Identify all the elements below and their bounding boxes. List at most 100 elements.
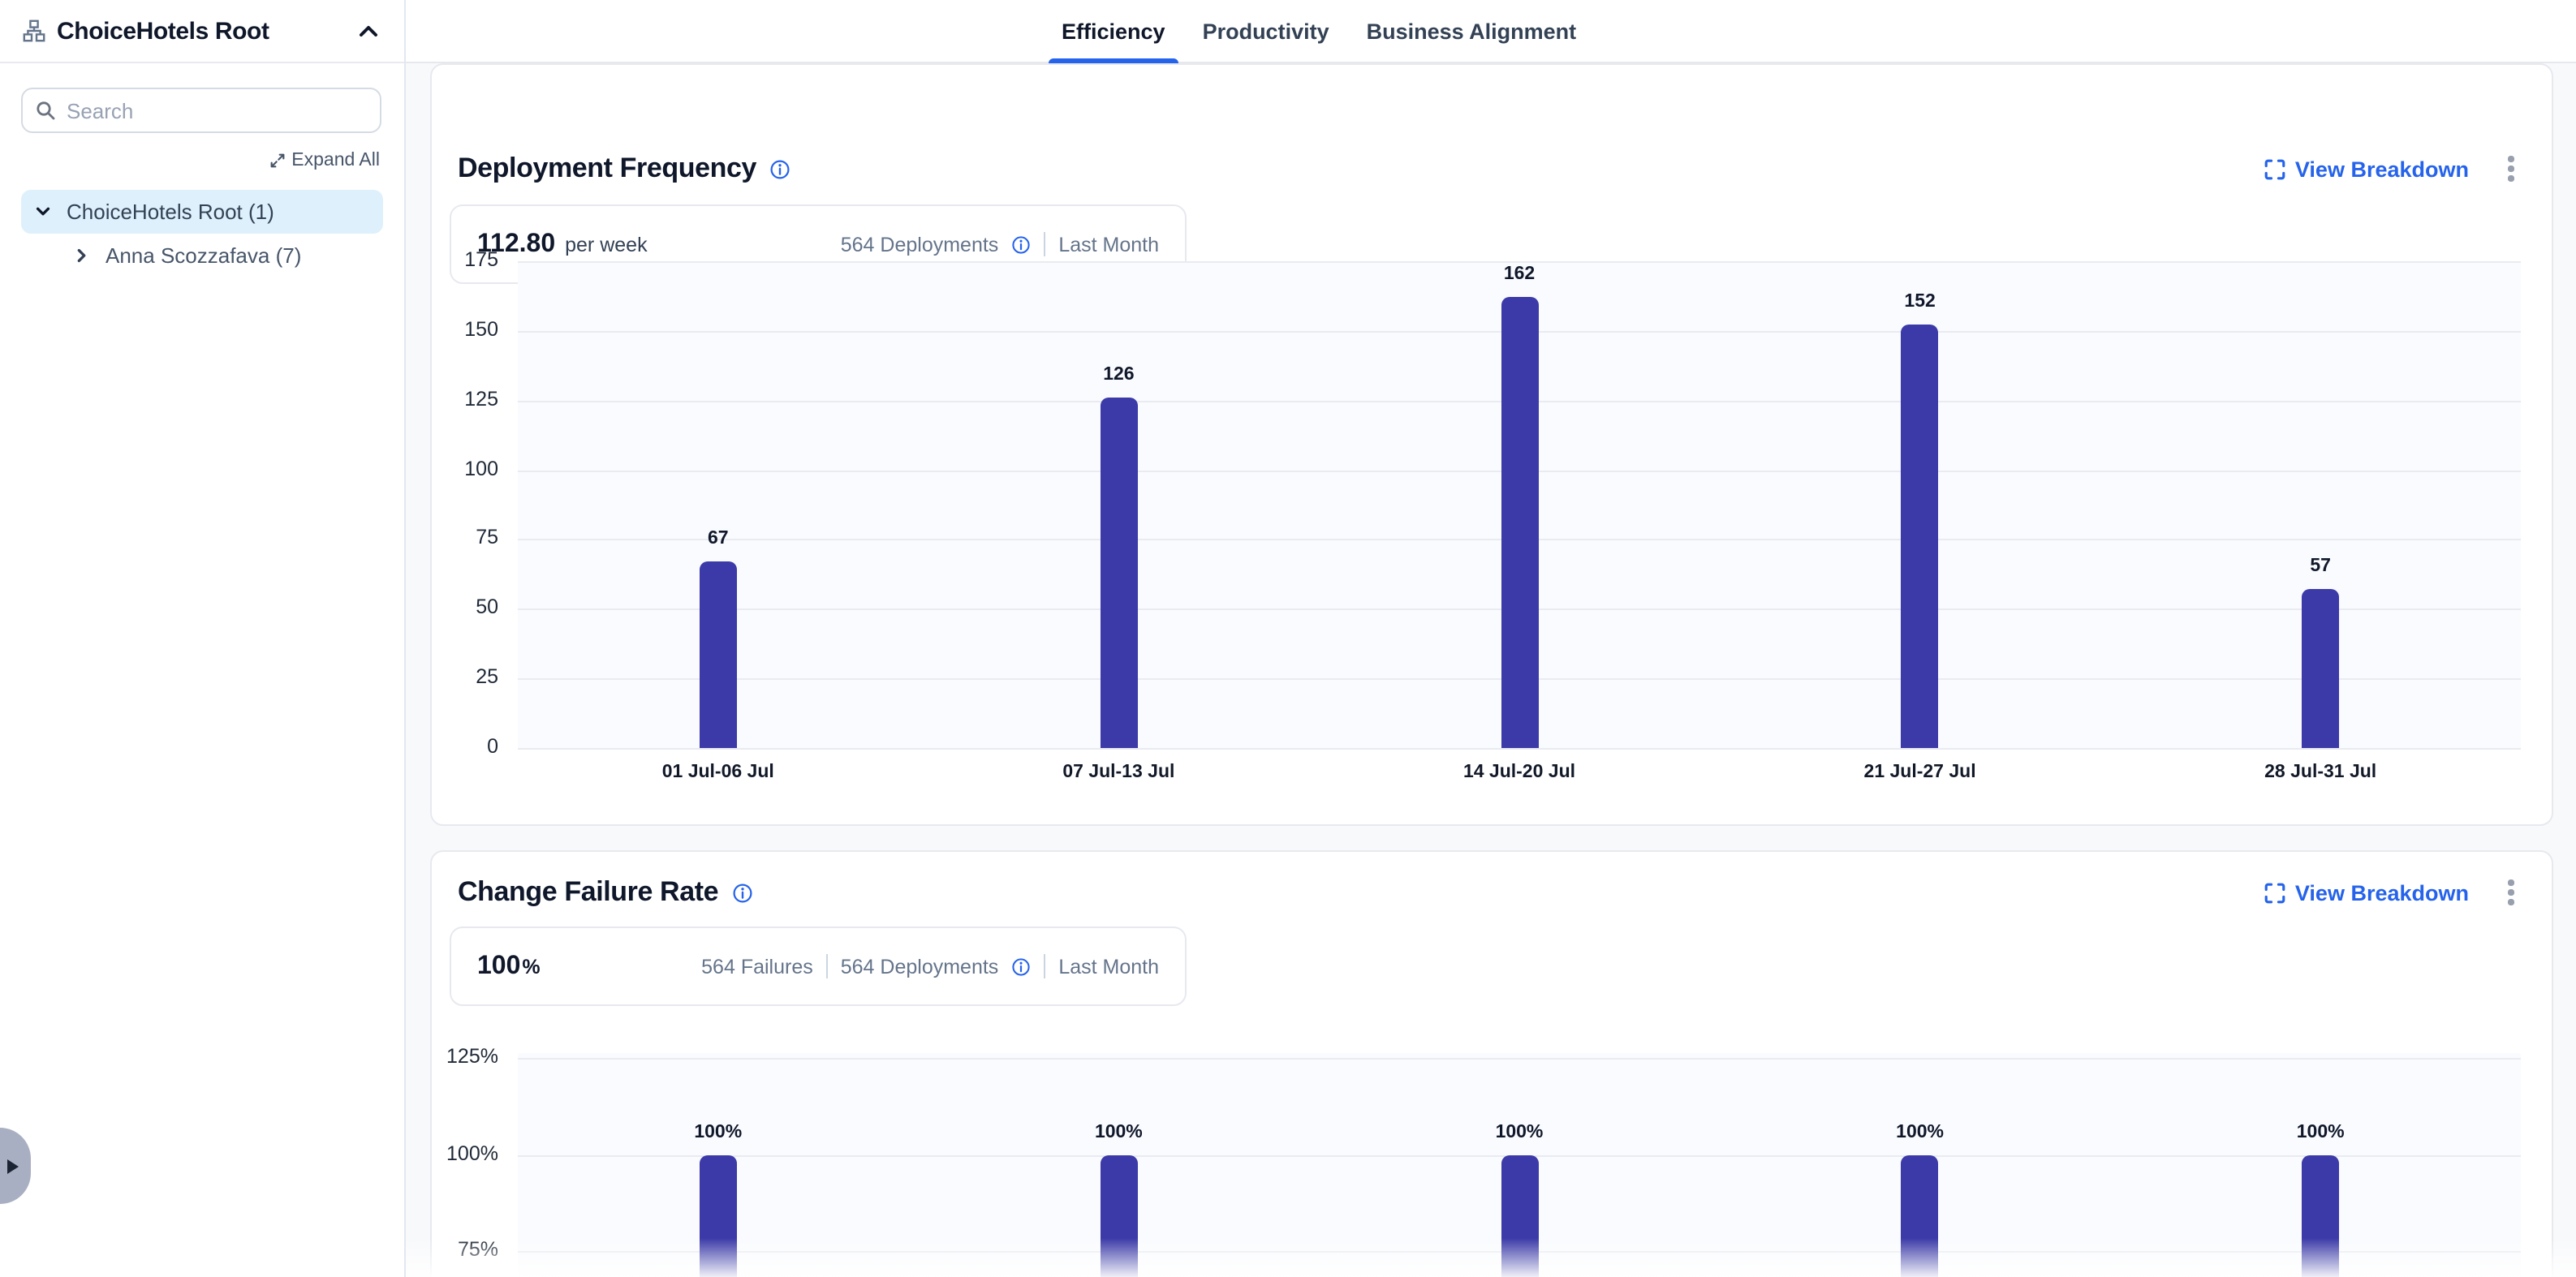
bar[interactable] — [2302, 1154, 2340, 1277]
tab-efficiency[interactable]: Efficiency — [1049, 0, 1178, 63]
chevron-right-icon[interactable] — [71, 246, 91, 265]
info-icon[interactable] — [769, 158, 790, 179]
stat-unit: per week — [565, 233, 648, 256]
bar[interactable] — [2302, 589, 2340, 748]
bar[interactable] — [1901, 1154, 1939, 1277]
tree-row[interactable]: ChoiceHotels Root (1) — [21, 190, 383, 234]
stat-value: 100 — [477, 952, 521, 979]
gridline — [518, 1058, 2521, 1060]
x-axis-category-label: 28 Jul-31 Jul — [2264, 763, 2377, 782]
tab-label: Efficiency — [1062, 19, 1165, 44]
x-axis-category-label: 14 Jul-20 Jul — [1462, 763, 1576, 782]
sidebar-header: ChoiceHotels Root — [0, 0, 404, 63]
meta-separator — [1044, 232, 1046, 256]
y-axis-tick-label: 25 — [476, 665, 498, 689]
bar[interactable] — [1501, 1154, 1538, 1277]
y-axis-tick-label: 150 — [464, 317, 498, 341]
info-icon-wrap[interactable] — [1011, 955, 1031, 978]
x-axis-category-label: 07 Jul-13 Jul — [1062, 763, 1175, 782]
fullscreen-corners-icon — [2264, 882, 2285, 903]
tab-business-alignment[interactable]: Business Alignment — [1367, 0, 1577, 63]
search-input[interactable] — [67, 98, 342, 123]
meta-text: Last Month — [1058, 955, 1159, 978]
info-icon[interactable] — [1011, 957, 1031, 976]
change-failure-rate-stat: 100 % 564 Failures 564 Deployments Last Mo… — [450, 927, 1187, 1006]
y-axis-tick-label: 75 — [476, 526, 498, 549]
info-icon[interactable] — [1011, 234, 1031, 254]
stat-value: 112.80 — [477, 230, 556, 257]
tree-row-label: ChoiceHotels Root (1) — [67, 200, 274, 224]
bar-value-label: 152 — [1904, 292, 1936, 312]
info-icon-wrap[interactable] — [1011, 233, 1031, 256]
tab-label: Productivity — [1202, 19, 1329, 44]
tab-label: Business Alignment — [1366, 19, 1577, 44]
meta-text: Last Month — [1058, 233, 1159, 256]
meta-text: 564 Deployments — [840, 233, 999, 256]
y-axis-tick-label: 100% — [446, 1142, 498, 1164]
bar-value-label: 57 — [2310, 557, 2331, 577]
expand-all-button[interactable]: Expand All — [269, 151, 380, 170]
bar-value-label: 100% — [1896, 1122, 1944, 1142]
stat-unit: % — [522, 955, 541, 978]
tree-row[interactable]: Anna Scozzafava (7) — [21, 234, 383, 277]
y-axis-tick-label: 125 — [464, 387, 498, 411]
play-right-icon — [7, 1159, 19, 1173]
meta-separator — [825, 954, 828, 978]
view-breakdown-button[interactable]: View Breakdown — [2264, 157, 2469, 181]
gridline — [518, 748, 2521, 750]
tree-row-label: Anna Scozzafava (7) — [106, 243, 302, 268]
card-menu-kebab[interactable] — [2498, 875, 2524, 910]
bar-value-label: 126 — [1103, 365, 1135, 385]
bar-value-label: 100% — [1094, 1122, 1143, 1142]
expand-all-label: Expand All — [291, 151, 380, 170]
sidebar-collapse-button[interactable] — [354, 16, 383, 45]
bar-value-label: 67 — [707, 529, 729, 549]
bar[interactable] — [1501, 297, 1538, 748]
y-axis-tick-label: 125% — [446, 1045, 498, 1068]
y-axis-tick-label: 175 — [464, 248, 498, 271]
bar[interactable] — [699, 561, 737, 748]
chevron-up-icon — [360, 26, 377, 37]
bar[interactable] — [1901, 325, 1939, 748]
top-tab-bar: Efficiency Productivity Business Alignment — [406, 0, 2576, 63]
info-icon[interactable] — [731, 882, 752, 903]
bar[interactable] — [1100, 1154, 1138, 1277]
stat-meta: 564 Failures 564 Deployments Last Month — [701, 954, 1159, 978]
chevron-down-icon[interactable] — [32, 202, 52, 221]
x-axis-category-label: 01 Jul-06 Jul — [661, 763, 774, 782]
search-icon — [37, 101, 55, 120]
stat-meta: 564 Deployments Last Month — [841, 232, 1159, 256]
change-failure-rate-title: Change Failure Rate — [458, 876, 719, 907]
org-chart-icon — [23, 19, 45, 42]
y-axis-tick-label: 50 — [476, 596, 498, 619]
bar-value-label: 162 — [1503, 264, 1536, 285]
view-breakdown-button[interactable]: View Breakdown — [2264, 880, 2469, 905]
y-axis-tick-label: 75% — [457, 1238, 498, 1261]
sidebar-title: ChoiceHotels Root — [57, 17, 269, 45]
x-axis-category-label: 21 Jul-27 Jul — [1863, 763, 1976, 782]
main-area: Efficiency Productivity Business Alignment… — [406, 0, 2576, 1277]
org-tree: ChoiceHotels Root (1) Anna Scozzafava (7) — [21, 190, 383, 277]
tab-productivity[interactable]: Productivity — [1203, 0, 1329, 63]
y-axis-tick-label: 100 — [464, 457, 498, 480]
card-menu-kebab[interactable] — [2498, 151, 2524, 187]
y-axis-tick-label: 0 — [487, 735, 498, 758]
meta-text: 564 Failures — [701, 955, 813, 978]
search-box — [21, 88, 381, 133]
expand-all-icon — [269, 153, 284, 168]
bar[interactable] — [699, 1154, 737, 1277]
gridline — [518, 261, 2521, 263]
active-tab-underline — [1049, 58, 1178, 63]
meta-text: 564 Deployments — [840, 955, 999, 978]
deployment-frequency-title: Deployment Frequency — [458, 153, 756, 183]
view-breakdown-label: View Breakdown — [2294, 880, 2469, 905]
view-breakdown-label: View Breakdown — [2294, 157, 2469, 181]
sidebar: ChoiceHotels Root — [0, 0, 406, 1277]
bar-value-label: 100% — [1495, 1122, 1544, 1142]
tab-list: Efficiency Productivity Business Alignment — [1049, 0, 1577, 63]
bar[interactable] — [1100, 398, 1138, 748]
fullscreen-corners-icon — [2264, 158, 2285, 179]
meta-separator — [1044, 954, 1046, 978]
bar-value-label: 100% — [694, 1122, 743, 1142]
